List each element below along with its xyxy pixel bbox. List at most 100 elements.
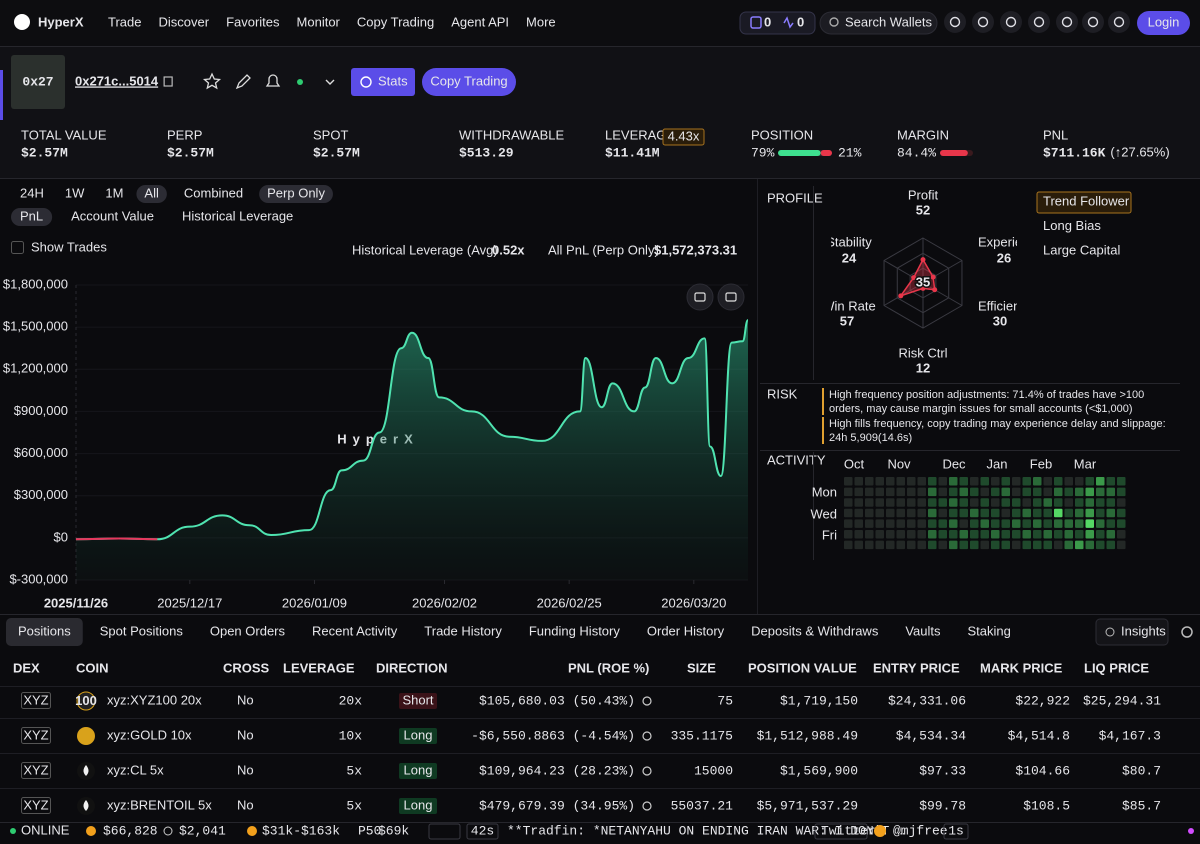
login-button[interactable]	[1137, 11, 1190, 35]
column-header[interactable]: DIRECTION	[376, 660, 448, 675]
activity-cell	[1075, 498, 1084, 507]
column-header[interactable]: PNL (ROE %)	[568, 660, 649, 675]
copy-icon[interactable]	[163, 76, 173, 87]
dex-label: XYZ	[23, 762, 48, 777]
insights-button[interactable]	[1095, 618, 1169, 646]
nav-link[interactable]: Discover	[158, 14, 209, 29]
range-option[interactable]: 1M	[105, 185, 123, 200]
tab[interactable]: Funding History	[529, 623, 621, 638]
activity-cell	[938, 530, 947, 539]
activity-cell	[1106, 498, 1115, 507]
column-header[interactable]: LIQ PRICE	[1084, 660, 1149, 675]
tab[interactable]: Staking	[968, 623, 1011, 638]
direction-label: Long	[404, 797, 433, 812]
nav-icon-button[interactable]	[972, 11, 994, 33]
activity-cell	[854, 487, 863, 497]
chart-tool-button[interactable]	[717, 283, 745, 311]
stats-button[interactable]	[351, 68, 415, 96]
nav-link[interactable]: Trade	[108, 14, 141, 29]
share-icon[interactable]	[642, 731, 652, 741]
activity-cell	[917, 540, 926, 550]
radar-axis-label: Experience	[978, 234, 1043, 249]
copy-trading-button[interactable]	[422, 68, 516, 96]
stat-badge	[662, 128, 705, 146]
share-icon[interactable]	[642, 766, 652, 776]
activity-cell	[938, 519, 947, 528]
mode-option[interactable]: Perp Only	[267, 185, 325, 200]
tab[interactable]: Open Orders	[210, 623, 286, 638]
activity-cell	[907, 508, 916, 518]
stat-label: PNL	[1043, 127, 1068, 142]
section-title: RISK	[767, 386, 798, 401]
activity-cell	[928, 498, 937, 507]
nav-icon-button[interactable]	[1082, 11, 1104, 33]
nav-icon-button[interactable]	[1000, 11, 1022, 33]
wallet-address[interactable]: 0x271c...5014	[75, 73, 159, 88]
month-label: Oct	[844, 456, 865, 471]
wallet-icon	[750, 16, 762, 29]
activity-cell	[1001, 477, 1010, 486]
column-header[interactable]: CROSS	[223, 660, 270, 675]
nav-link[interactable]: Agent API	[451, 14, 509, 29]
bell-icon[interactable]	[265, 74, 281, 87]
activity-cell	[949, 540, 958, 550]
nav-link[interactable]: More	[526, 14, 556, 29]
tab[interactable]: Recent Activity	[312, 623, 398, 638]
share-icon[interactable]	[642, 696, 652, 706]
tab[interactable]: Positions	[18, 623, 71, 638]
news-ticker[interactable]: **Tradfin: *NETANYAHU ON ENDING IRAN WAR…	[507, 823, 905, 838]
coin-name[interactable]: xyz:GOLD 10x	[107, 727, 192, 742]
edit-icon[interactable]	[235, 74, 251, 90]
activity-cell	[1012, 508, 1021, 518]
chart-tool-button[interactable]	[686, 283, 714, 311]
nav-icon-button[interactable]	[1028, 11, 1050, 33]
chart-tab[interactable]: PnL	[20, 208, 43, 223]
range-option[interactable]: 1W	[65, 185, 85, 200]
settings-icon[interactable]	[1181, 626, 1193, 638]
chevron[interactable]	[325, 79, 335, 85]
radar-point	[898, 293, 904, 299]
activity-cell	[854, 508, 863, 518]
activity-cell	[1043, 487, 1052, 497]
tab[interactable]: Order History	[647, 623, 725, 638]
coin-name[interactable]: xyz:XYZ100 20x	[107, 692, 202, 707]
column-header[interactable]: LEVERAGE	[283, 660, 355, 675]
chart-tab[interactable]: Account Value	[71, 208, 154, 223]
search-box[interactable]	[819, 11, 938, 35]
range-option[interactable]: All	[144, 185, 159, 200]
coin-name[interactable]: xyz:CL 5x	[107, 762, 164, 777]
nav-link[interactable]: Favorites	[226, 14, 280, 29]
mode-option[interactable]: Combined	[184, 185, 243, 200]
column-header[interactable]: DEX	[13, 660, 40, 675]
show-trades-checkbox[interactable]	[11, 241, 24, 254]
column-header[interactable]: ENTRY PRICE	[873, 660, 960, 675]
liq-price: $4,167.3	[1099, 728, 1161, 743]
tab[interactable]: Deposits & Withdraws	[751, 623, 879, 638]
nav-icon-button[interactable]	[944, 11, 966, 33]
nav-link[interactable]: Copy Trading	[357, 14, 434, 29]
star-icon[interactable]	[202, 72, 222, 90]
activity-cell	[949, 487, 958, 497]
nav-icon-button[interactable]	[1108, 11, 1130, 33]
activity-cell	[1033, 508, 1042, 518]
radar-axis-label: Risk Ctrl	[898, 345, 947, 360]
chart-tab[interactable]: Historical Leverage	[182, 208, 293, 223]
column-header[interactable]: SIZE	[687, 660, 716, 675]
column-header[interactable]: MARK PRICE	[980, 660, 1063, 675]
share-icon[interactable]	[642, 801, 652, 811]
activity-cell	[1106, 508, 1115, 518]
nav-link[interactable]: Monitor	[297, 14, 341, 29]
column-header[interactable]: COIN	[76, 660, 109, 675]
activity-cell	[1054, 487, 1063, 497]
coin-name[interactable]: xyz:BRENTOIL 5x	[107, 797, 212, 812]
mode-active	[259, 185, 333, 203]
mark-price: $22,922	[1015, 693, 1070, 708]
activity-cell	[1001, 519, 1010, 528]
range-option[interactable]: 24H	[20, 185, 44, 200]
activity-cell	[865, 477, 874, 486]
tab[interactable]: Trade History	[424, 623, 502, 638]
column-header[interactable]: POSITION VALUE	[748, 660, 857, 675]
nav-icon-button[interactable]	[1056, 11, 1078, 33]
tab[interactable]: Spot Positions	[100, 623, 184, 638]
tab[interactable]: Vaults	[905, 623, 941, 638]
